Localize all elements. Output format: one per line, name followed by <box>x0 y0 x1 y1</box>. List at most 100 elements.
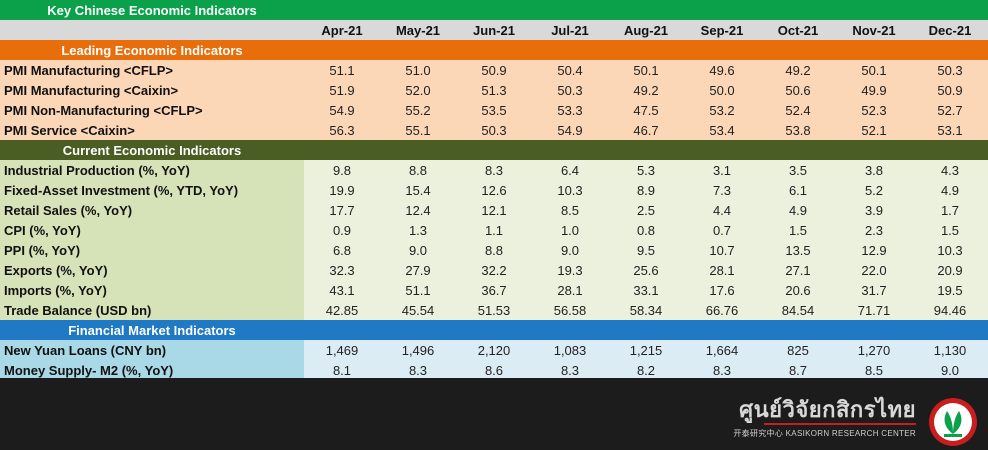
indicator-row: Imports (%, YoY) 43.1 51.1 36.7 28.1 33.1 17.6… <box>0 280 988 300</box>
indicator-value: 5.3 <box>608 160 684 180</box>
section-filler-cell <box>304 140 380 160</box>
indicator-value: 12.9 <box>836 240 912 260</box>
indicator-row: Trade Balance (USD bn) 42.85 45.54 51.53 56.… <box>0 300 988 320</box>
indicator-label: Trade Balance (USD bn) <box>0 300 304 320</box>
indicator-value: 51.1 <box>304 60 380 80</box>
section-filler-cell <box>608 320 684 340</box>
month-header: Sep-21 <box>684 20 760 40</box>
indicator-label: PMI Manufacturing <Caixin> <box>0 80 304 100</box>
indicator-value: 8.2 <box>608 360 684 380</box>
indicator-value: 0.8 <box>608 220 684 240</box>
indicator-value: 8.9 <box>608 180 684 200</box>
indicator-value: 8.3 <box>684 360 760 380</box>
indicator-value: 15.4 <box>380 180 456 200</box>
section-filler-cell <box>532 40 608 60</box>
indicator-value: 52.0 <box>380 80 456 100</box>
indicator-value: 33.1 <box>608 280 684 300</box>
indicator-value: 25.6 <box>608 260 684 280</box>
indicator-value: 56.58 <box>532 300 608 320</box>
indicator-value: 52.1 <box>836 120 912 140</box>
indicator-row: PMI Non-Manufacturing <CFLP> 54.9 55.2 53.5… <box>0 100 988 120</box>
section-filler-cell <box>760 320 836 340</box>
indicator-value: 53.5 <box>456 100 532 120</box>
indicator-value: 50.3 <box>532 80 608 100</box>
title-filler-cell <box>608 0 684 20</box>
indicator-value: 51.9 <box>304 80 380 100</box>
logo-underline <box>764 423 916 425</box>
indicator-value: 10.3 <box>912 240 988 260</box>
indicator-value: 50.1 <box>608 60 684 80</box>
section-filler-cell <box>684 40 760 60</box>
indicator-value: 28.1 <box>532 280 608 300</box>
indicator-value: 22.0 <box>836 260 912 280</box>
indicator-label: CPI (%, YoY) <box>0 220 304 240</box>
indicator-row: Industrial Production (%, YoY) 9.8 8.8 8.3 6… <box>0 160 988 180</box>
section-filler-cell <box>532 140 608 160</box>
indicator-value: 10.3 <box>532 180 608 200</box>
indicator-value: 1,215 <box>608 340 684 360</box>
indicator-value: 53.3 <box>532 100 608 120</box>
indicator-value: 2.5 <box>608 200 684 220</box>
indicator-value: 51.0 <box>380 60 456 80</box>
indicator-label: Retail Sales (%, YoY) <box>0 200 304 220</box>
month-header-row: Apr-21 May-21 Jun-21 Jul-21 Aug-21 Sep-21 Oct-… <box>0 20 988 40</box>
indicator-label: PMI Service <Caixin> <box>0 120 304 140</box>
indicator-value: 55.2 <box>380 100 456 120</box>
section-title: Leading Economic Indicators <box>0 40 304 60</box>
section-filler-cell <box>760 140 836 160</box>
indicator-value: 42.85 <box>304 300 380 320</box>
logo-thai-name: ศูนย์วิจัยกสิกรไทย <box>739 397 916 422</box>
indicator-value: 1.5 <box>912 220 988 240</box>
indicator-value: 43.1 <box>304 280 380 300</box>
indicator-row: Exports (%, YoY) 32.3 27.9 32.2 19.3 25.6 28.1… <box>0 260 988 280</box>
indicator-value: 3.8 <box>836 160 912 180</box>
indicator-label: New Yuan Loans (CNY bn) <box>0 340 304 360</box>
indicator-value: 45.54 <box>380 300 456 320</box>
indicator-value: 19.9 <box>304 180 380 200</box>
indicator-row: PPI (%, YoY) 6.8 9.0 8.8 9.0 9.5 10.7 13.5 12.9 1… <box>0 240 988 260</box>
indicator-value: 20.9 <box>912 260 988 280</box>
section-filler-cell <box>912 40 988 60</box>
indicator-value: 50.3 <box>456 120 532 140</box>
indicator-value: 31.7 <box>836 280 912 300</box>
indicator-value: 12.6 <box>456 180 532 200</box>
section-title: Current Economic Indicators <box>0 140 304 160</box>
table-title: Key Chinese Economic Indicators <box>0 0 304 20</box>
indicator-value: 1.0 <box>532 220 608 240</box>
indicator-value: 3.1 <box>684 160 760 180</box>
title-row: Key Chinese Economic Indicators <box>0 0 988 20</box>
indicator-value: 19.3 <box>532 260 608 280</box>
indicator-value: 1,083 <box>532 340 608 360</box>
indicator-row: Retail Sales (%, YoY) 17.7 12.4 12.1 8.5 2.5 4… <box>0 200 988 220</box>
indicator-value: 53.4 <box>684 120 760 140</box>
indicator-value: 32.3 <box>304 260 380 280</box>
section-filler-cell <box>456 320 532 340</box>
indicator-value: 36.7 <box>456 280 532 300</box>
indicator-value: 17.7 <box>304 200 380 220</box>
month-header: Oct-21 <box>760 20 836 40</box>
indicator-value: 49.9 <box>836 80 912 100</box>
indicator-value: 1,664 <box>684 340 760 360</box>
indicator-value: 2,120 <box>456 340 532 360</box>
indicator-value: 6.8 <box>304 240 380 260</box>
indicator-value: 58.34 <box>608 300 684 320</box>
section-filler-cell <box>532 320 608 340</box>
indicator-value: 51.3 <box>456 80 532 100</box>
indicator-value: 50.9 <box>912 80 988 100</box>
indicator-value: 8.5 <box>836 360 912 380</box>
section-filler-cell <box>836 320 912 340</box>
indicator-value: 49.2 <box>608 80 684 100</box>
title-filler-cell <box>684 0 760 20</box>
section-filler-cell <box>380 40 456 60</box>
indicator-value: 52.7 <box>912 100 988 120</box>
indicator-value: 1,496 <box>380 340 456 360</box>
indicator-value: 8.5 <box>532 200 608 220</box>
indicator-value: 50.3 <box>912 60 988 80</box>
indicator-value: 6.1 <box>760 180 836 200</box>
indicator-value: 8.3 <box>532 360 608 380</box>
indicator-value: 1,270 <box>836 340 912 360</box>
month-header: Jun-21 <box>456 20 532 40</box>
indicator-value: 52.4 <box>760 100 836 120</box>
indicator-value: 3.9 <box>836 200 912 220</box>
indicator-value: 53.8 <box>760 120 836 140</box>
